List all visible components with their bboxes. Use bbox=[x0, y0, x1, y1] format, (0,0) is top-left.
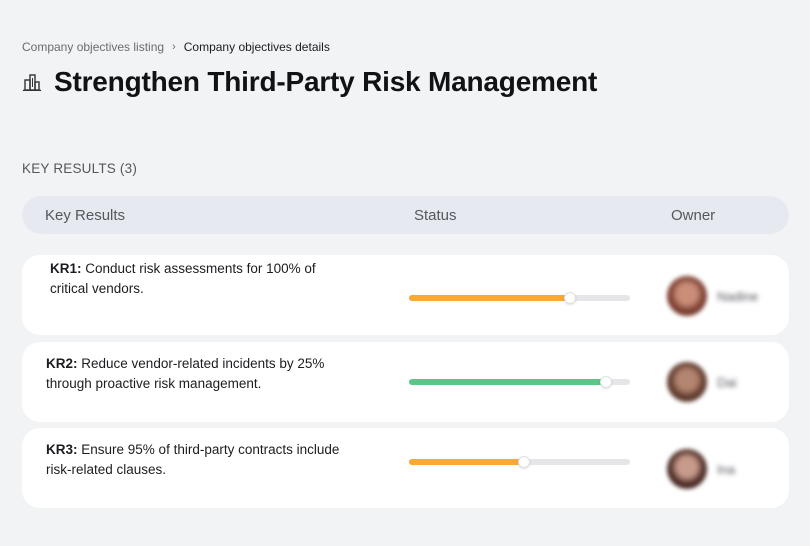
progress-bar bbox=[409, 456, 630, 468]
breadcrumb: Company objectives listing › Company obj… bbox=[22, 40, 330, 54]
title-row: Strengthen Third-Party Risk Management bbox=[22, 66, 597, 98]
progress-knob bbox=[599, 376, 612, 388]
key-result-description: Ensure 95% of third-party contracts incl… bbox=[46, 442, 340, 477]
key-result-code: KR1: bbox=[50, 261, 82, 276]
progress-bar bbox=[409, 376, 630, 388]
progress-fill bbox=[409, 379, 606, 385]
key-result-text: KR3: Ensure 95% of third-party contracts… bbox=[46, 440, 346, 480]
key-result-text: KR1: Conduct risk assessments for 100% o… bbox=[50, 259, 350, 299]
page-title: Strengthen Third-Party Risk Management bbox=[54, 66, 598, 97]
key-result-row[interactable]: KR3: Ensure 95% of third-party contracts… bbox=[22, 428, 789, 508]
key-result-row[interactable]: KR2: Reduce vendor-related incidents by … bbox=[22, 342, 789, 422]
progress-bar bbox=[409, 292, 630, 304]
owner: Ina bbox=[667, 449, 735, 489]
key-result-row[interactable]: KR1: Conduct risk assessments for 100% o… bbox=[22, 255, 789, 335]
progress-fill bbox=[409, 459, 524, 465]
key-results-section-label: KEY RESULTS (3) bbox=[22, 161, 138, 176]
column-header-status: Status bbox=[414, 207, 457, 224]
owner-name: Nadine bbox=[717, 288, 759, 304]
avatar bbox=[667, 449, 707, 489]
key-result-description: Conduct risk assessments for 100% of cri… bbox=[50, 261, 316, 296]
owner-name: Dai bbox=[717, 374, 737, 390]
avatar bbox=[667, 276, 707, 316]
column-header-key-results: Key Results bbox=[45, 207, 126, 224]
owner-name: Ina bbox=[717, 461, 736, 477]
building-icon bbox=[22, 72, 42, 92]
table-header: Key Results Status Owner bbox=[22, 196, 789, 234]
key-result-text: KR2: Reduce vendor-related incidents by … bbox=[46, 354, 346, 394]
key-result-code: KR2: bbox=[46, 356, 78, 371]
avatar bbox=[667, 362, 707, 402]
progress-fill bbox=[409, 295, 571, 301]
key-result-description: Reduce vendor-related incidents by 25% t… bbox=[46, 356, 325, 391]
progress-knob bbox=[564, 292, 577, 304]
breadcrumb-current: Company objectives details bbox=[183, 40, 330, 54]
breadcrumb-parent-link[interactable]: Company objectives listing bbox=[22, 40, 165, 54]
column-header-owner: Owner bbox=[671, 207, 716, 224]
key-result-code: KR3: bbox=[46, 442, 78, 457]
chevron-right-icon: › bbox=[172, 41, 176, 53]
owner: Nadine bbox=[667, 276, 758, 316]
owner: Dai bbox=[667, 362, 737, 402]
progress-knob bbox=[517, 456, 530, 468]
